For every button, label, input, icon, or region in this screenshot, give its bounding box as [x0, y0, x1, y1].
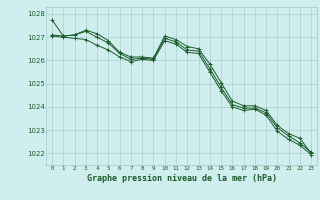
X-axis label: Graphe pression niveau de la mer (hPa): Graphe pression niveau de la mer (hPa) — [87, 174, 276, 183]
